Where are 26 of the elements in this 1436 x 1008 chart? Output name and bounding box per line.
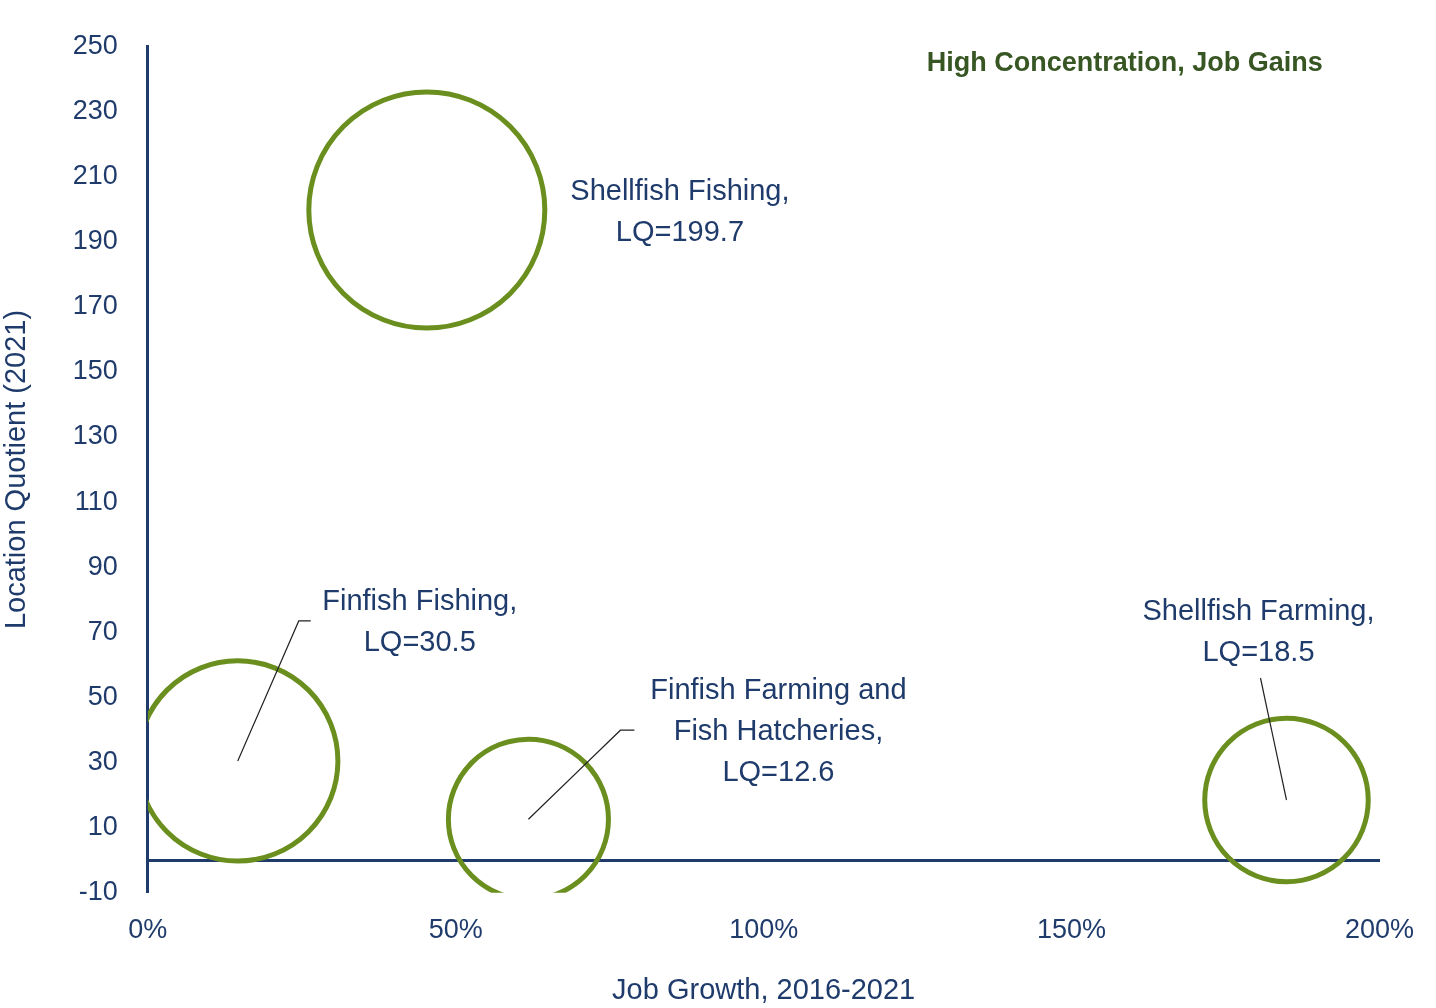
x-axis-title: Job Growth, 2016-2021 [612,972,916,1005]
x-tick-label: 50% [428,914,483,945]
y-axis-title: Location Quotient (2021) [0,309,32,630]
annotation: High Concentration, Job Gains [926,46,1323,77]
y-tick-label: 250 [72,29,118,60]
annotation: Finfish Fishing, LQ=30.5 [322,584,518,658]
y-tick-label: 50 [87,680,118,711]
y-tick-label: 190 [72,225,118,256]
y-tick-label: 130 [72,420,118,451]
y-tick-label: 30 [87,746,118,777]
y-tick-label: 210 [72,159,118,190]
x-tick-label: 0% [128,914,168,945]
y-tick-label: 90 [87,550,118,581]
x-tick-label: 150% [1037,914,1107,945]
y-tick-label: 150 [72,355,118,386]
y-tick-label: 10 [87,811,118,842]
x-tick-label: 200% [1344,914,1414,945]
y-tick-label: 230 [72,94,118,125]
y-tick-label: 70 [87,615,118,646]
y-tick-label: 170 [72,290,118,321]
y-tick-label: -10 [78,876,118,907]
x-tick-label: 100% [729,914,799,945]
y-tick-label: 110 [74,485,118,516]
annotation: Shellfish Farming, LQ=18.5 [1142,594,1375,668]
annotation: Finfish Farming and Fish Hatcheries, LQ=12.6 [650,673,907,788]
annotation: Shellfish Fishing, LQ=199.7 [570,173,790,247]
